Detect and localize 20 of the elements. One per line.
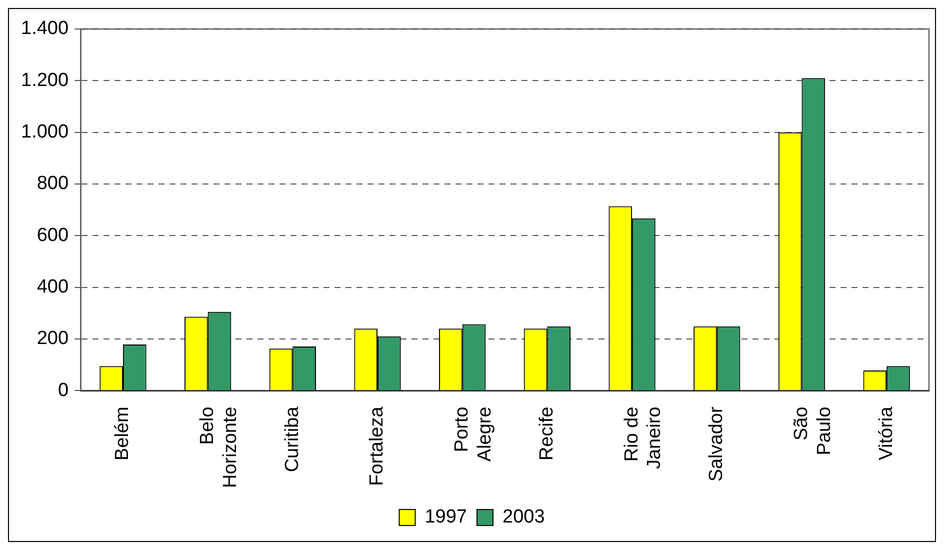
x-tick-label: Belém [112,406,134,461]
x-tick-label: São Paulo [790,406,835,456]
y-tick-label: 600 [36,224,69,246]
legend-label: 2003 [502,506,545,528]
x-tick-label: Curitiba [282,406,303,472]
y-tick-label: 200 [36,328,69,350]
x-tick-label: Rio de Janeiro [621,406,666,470]
y-tick-label: 1.400 [21,18,69,40]
y-tick-label: 800 [36,173,69,194]
y-tick-label: 400 [36,276,69,298]
x-tick-label: Porto Alegre [452,406,496,462]
x-tick-label: Fortaleza [366,406,388,486]
x-tick-label: Recife [536,406,558,461]
y-tick-label: 1.000 [21,122,69,143]
y-tick-label: 1.200 [21,70,69,91]
x-tick-label: Salvador [706,406,728,482]
y-tick-label: 0 [58,380,69,401]
legend-label: 1997 [424,506,468,528]
x-tick-label: Vitória [876,406,897,460]
x-tick-label: Belo Horizonte [197,406,241,488]
